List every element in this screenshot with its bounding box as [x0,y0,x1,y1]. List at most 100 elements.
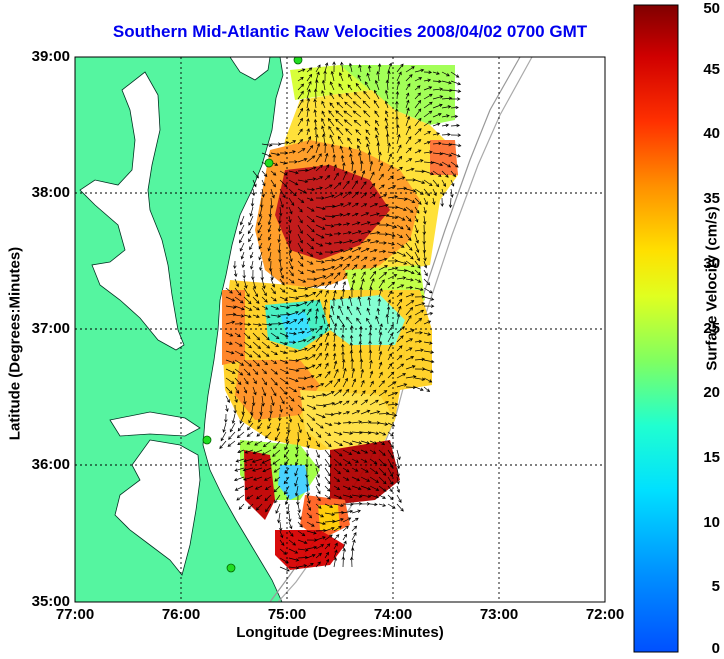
velocity-arrow [273,467,281,473]
velocity-arrow [324,184,333,190]
velocity-arrow [231,413,236,424]
velocity-arrow [450,89,462,93]
velocity-arrow [414,224,419,234]
velocity-arrow [243,322,252,327]
velocity-arrow [270,359,278,364]
velocity-arrow [225,312,237,317]
velocity-arrow [450,179,455,187]
velocity-arrow [414,99,422,109]
velocity-arrow [414,92,421,100]
velocity-arrow [288,377,299,383]
velocity-arrow [324,558,330,568]
velocity-arrow [278,215,282,225]
velocity-arrow [423,101,433,109]
velocity-arrow [385,133,390,145]
velocity-arrow [225,320,236,325]
velocity-arrow [378,151,382,163]
velocity-arrow [405,74,413,82]
velocity-arrow [366,72,371,82]
velocity-arrow [297,168,309,173]
velocity-arrow [405,260,415,268]
velocity-arrow [297,148,306,154]
velocity-arrow [252,305,260,311]
velocity-arrow [297,224,303,235]
velocity-arrow [288,349,298,354]
velocity-arrow [324,551,329,559]
velocity-arrow [306,80,312,91]
velocity-arrow [333,360,338,370]
velocity-arrow [306,107,310,118]
velocity-arrow [284,440,290,451]
velocity-arrow [348,295,353,307]
velocity-arrow [450,105,459,110]
velocity-arrow [378,494,386,499]
velocity-arrow [350,325,354,334]
velocity-arrow [351,420,363,424]
velocity-arrow [284,494,290,506]
velocity-arrow [315,413,326,419]
velocity-arrow [360,390,366,397]
velocity-arrow [297,287,309,291]
velocity-arrow [378,213,390,218]
velocity-arrow [279,341,288,346]
velocity-arrow [270,305,280,310]
velocity-arrow [333,458,342,466]
velocity-arrow [422,242,427,254]
velocity-arrow [297,188,307,194]
velocity-arrow [342,231,352,235]
velocity-arrow [345,92,353,100]
velocity-arrow [423,311,434,316]
velocity-arrow [219,440,227,450]
velocity-arrow [351,400,358,406]
velocity-arrow [342,440,354,446]
velocity-arrow [272,458,281,465]
velocity-arrow [378,422,389,426]
velocity-arrow [450,143,462,148]
velocity-arrow [262,440,272,448]
velocity-arrow [441,96,453,101]
velocity-arrow [342,547,346,559]
velocity-arrow [256,431,263,437]
velocity-arrow [288,548,299,554]
velocity-arrow [350,358,355,370]
velocity-arrow [243,395,247,405]
velocity-arrow [336,127,344,136]
velocity-arrow [335,110,344,118]
velocity-arrow [305,449,310,458]
velocity-arrow [225,359,236,364]
velocity-arrow [333,476,341,482]
velocity-arrow [324,449,332,458]
velocity-arrow [405,197,416,203]
velocity-arrow [270,278,276,288]
velocity-arrow [265,503,272,513]
velocity-arrow [414,317,423,325]
albemarle-sound [109,411,201,437]
velocity-arrow [351,247,362,253]
velocity-arrow [250,404,254,416]
velocity-arrow [396,63,404,73]
velocity-arrow [335,118,344,127]
velocity-arrow [432,71,440,75]
velocity-arrow [396,197,408,201]
pamlico-sound [114,439,201,576]
velocity-arrow [252,296,260,304]
velocity-arrow [352,101,362,109]
velocity-arrow [414,295,426,299]
velocity-arrow [324,280,332,289]
velocity-arrow [321,125,326,136]
velocity-arrow [396,268,408,273]
velocity-arrow [234,485,245,491]
velocity-arrow [333,264,343,271]
velocity-arrow [384,125,389,136]
velocity-arrow [288,242,293,254]
velocity-arrow [360,221,371,226]
velocity-arrow [405,83,411,91]
velocity-arrow [376,70,380,82]
velocity-arrow [225,296,236,302]
velocity-arrow [225,386,233,394]
velocity-arrow [341,323,346,334]
velocity-arrow [351,525,358,532]
velocity-arrow [315,440,320,448]
velocity-arrow [342,212,351,217]
velocity-arrow [450,123,460,128]
